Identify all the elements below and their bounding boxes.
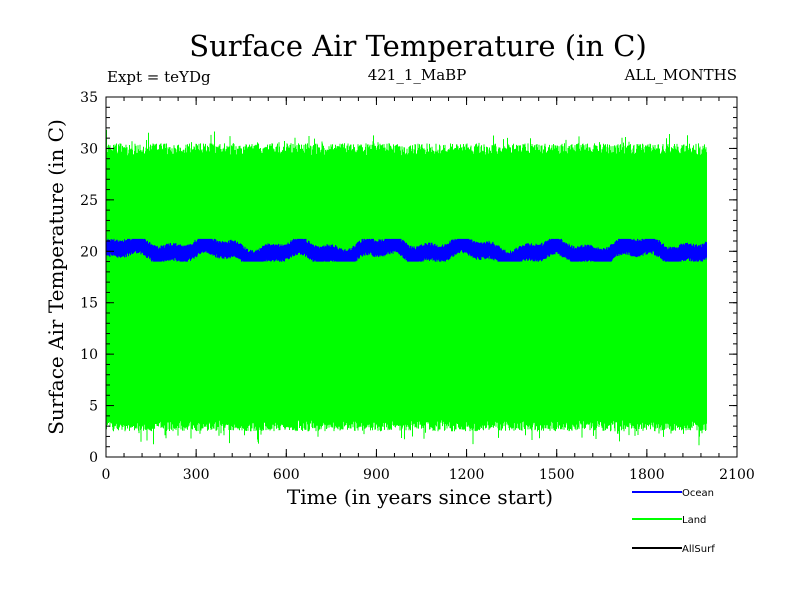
x-tick-label: 300 <box>183 467 210 483</box>
axes: 0 300 600 900 1200 1500 1800 2100 0 5 10 15 20 25 30 35 <box>80 90 755 483</box>
y-tick-label: 15 <box>80 296 98 312</box>
y-tick-label: 25 <box>80 193 98 209</box>
y-tick-label: 35 <box>80 90 98 106</box>
legend-label-allsurf: AllSurf <box>682 544 715 555</box>
y-tick-label: 20 <box>80 244 98 260</box>
x-tick-label: 0 <box>102 467 111 483</box>
y-tick-label: 30 <box>80 141 98 157</box>
series-land <box>105 129 707 446</box>
x-axis-label: Time (in years since start) <box>287 485 553 509</box>
legend-label-ocean: Ocean <box>682 488 714 499</box>
chart-title: Surface Air Temperature (in C) <box>189 29 647 63</box>
y-tick-label: 0 <box>89 450 98 466</box>
legend-label-land: Land <box>682 515 706 526</box>
x-tick-label: 1200 <box>449 467 485 483</box>
experiment-label: Expt = teYDg <box>107 68 211 86</box>
y-axis-label: Surface Air Temperature (in C) <box>44 119 68 435</box>
y-tick-label: 5 <box>89 399 98 415</box>
months-label: ALL_MONTHS <box>624 66 737 84</box>
plot-area <box>105 129 707 446</box>
x-tick-label: 900 <box>363 467 390 483</box>
x-tick-label: 600 <box>273 467 300 483</box>
x-tick-label: 1500 <box>539 467 575 483</box>
y-tick-label: 10 <box>80 347 98 363</box>
x-tick-label: 2100 <box>719 467 755 483</box>
x-tick-label: 1800 <box>629 467 665 483</box>
plot-frame <box>105 96 738 458</box>
run-label: 421_1_MaBP <box>368 66 467 84</box>
legend: Ocean Land AllSurf <box>632 488 715 555</box>
